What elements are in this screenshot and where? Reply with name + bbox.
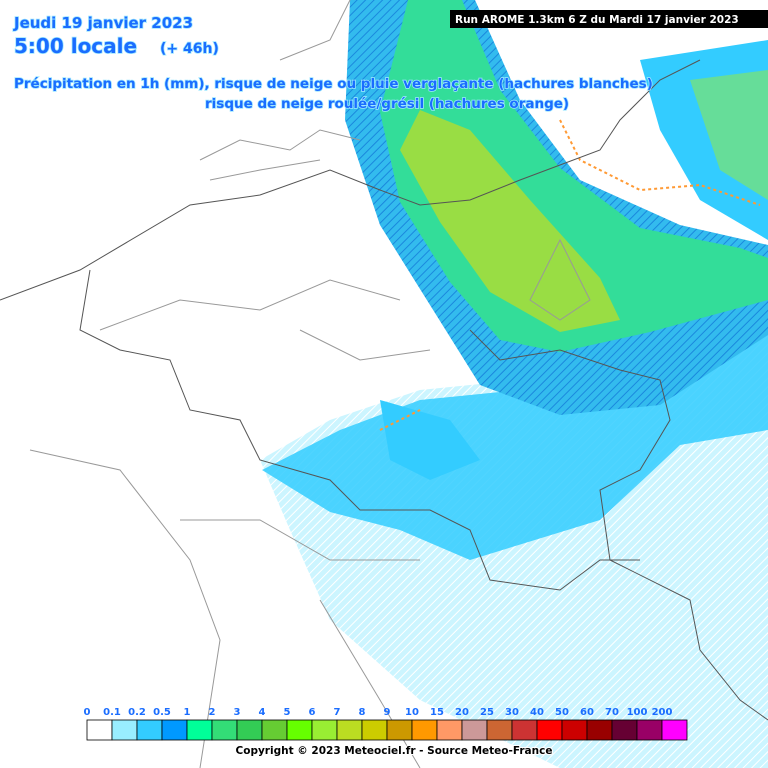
legend-label: 7 [334,707,341,718]
legend-swatch [86,719,113,741]
legend-swatch [336,719,363,741]
legend-label: 0.5 [153,707,171,718]
run-info: Run AROME 1.3km 6 Z du Mardi 17 janvier … [455,14,739,26]
legend-swatch [636,719,663,741]
legend: 0 0.1 0.2 0.5 1 2 3 4 5 6 7 8 9 10 15 20 25 30 40 50 60 70 100… [84,707,688,741]
legend-label: 0 [84,707,91,718]
legend-label: 25 [480,707,494,718]
legend-label: 30 [505,707,519,718]
legend-label: 5 [284,707,291,718]
legend-swatch [211,719,238,741]
legend-label: 15 [430,707,444,718]
legend-label: 6 [309,707,316,718]
legend-label: 10 [405,707,419,718]
legend-swatch [661,719,688,741]
legend-swatch [286,719,313,741]
legend-label: 4 [259,707,266,718]
legend-label: 2 [209,707,216,718]
description-line: risque de neige roulée/grésil (hachures … [205,96,569,112]
forecast-time: 5:00 locale [14,34,137,58]
legend-label: 1 [184,707,191,718]
legend-label: 100 [627,707,648,718]
description-line: Précipitation en 1h (mm), risque de neig… [14,76,653,92]
legend-label: 50 [555,707,569,718]
legend-swatch [536,719,563,741]
lead-time: (+ 46h) [160,41,219,57]
legend-swatch [561,719,588,741]
legend-swatch [236,719,263,741]
legend-label: 20 [455,707,469,718]
legend-label: 200 [652,707,673,718]
forecast-date: Jeudi 19 janvier 2023 [13,14,193,32]
legend-swatch [261,719,288,741]
precipitation-field [260,0,768,768]
legend-swatch [186,719,213,741]
legend-swatch [436,719,463,741]
run-banner [450,10,768,28]
legend-swatch [361,719,388,741]
legend-swatch [486,719,513,741]
legend-swatch [161,719,188,741]
legend-swatch [111,719,138,741]
legend-label: 8 [359,707,366,718]
legend-swatch [611,719,638,741]
legend-swatch [311,719,338,741]
legend-label: 9 [384,707,391,718]
legend-swatch [461,719,488,741]
legend-label: 3 [234,707,241,718]
copyright: Copyright © 2023 Meteociel.fr - Source M… [236,745,553,757]
legend-label: 40 [530,707,544,718]
legend-swatch [511,719,538,741]
legend-swatch [136,719,163,741]
legend-label: 0.1 [103,707,121,718]
legend-swatch [386,719,413,741]
legend-swatch [411,719,438,741]
legend-label: 60 [580,707,594,718]
legend-label: 0.2 [128,707,146,718]
legend-swatch [586,719,613,741]
legend-label: 70 [605,707,619,718]
